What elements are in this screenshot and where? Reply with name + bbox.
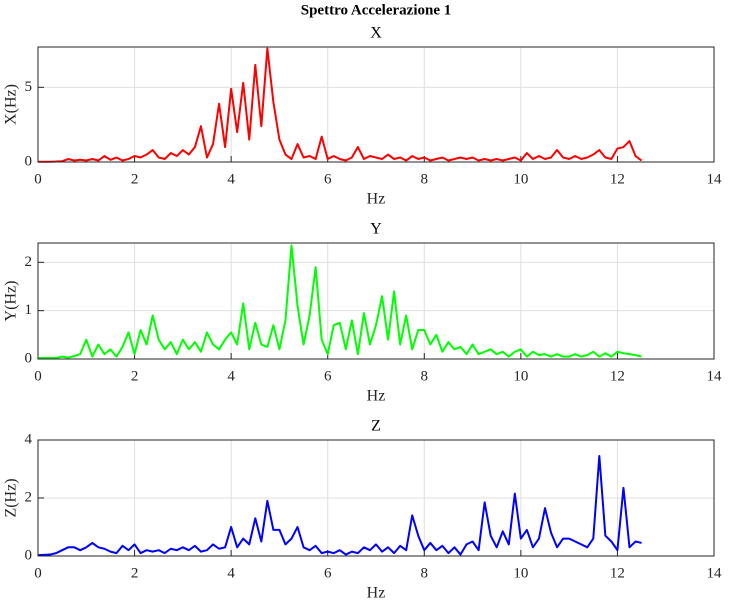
x-tick-label: 10 — [513, 565, 528, 581]
x-tick-label: 6 — [324, 171, 332, 187]
figure-title: Spettro Accelerazione 1 — [301, 2, 452, 18]
axes-background — [38, 47, 714, 162]
x-tick-label: 12 — [610, 368, 625, 384]
axes-title: X — [370, 25, 382, 42]
x-tick-label: 12 — [610, 565, 625, 581]
y-tick-label: 0 — [25, 153, 33, 169]
y-tick-label: 1 — [25, 302, 33, 318]
data-line — [38, 244, 642, 360]
y-axis-label: X(Hz) — [3, 84, 20, 125]
data-line — [37, 454, 642, 557]
x-tick-label: 14 — [707, 565, 723, 581]
axes-box — [37, 46, 715, 163]
axes-background — [38, 243, 714, 359]
y-tick-label: 4 — [25, 431, 33, 447]
x-tick-label: 0 — [34, 565, 42, 581]
y-axis-label: Y(Hz) — [3, 281, 20, 322]
y-tick-label: 0 — [25, 350, 33, 366]
x-tick-label: 14 — [707, 368, 723, 384]
x-tick-label: 2 — [131, 368, 139, 384]
y-tick-label: 2 — [25, 489, 33, 505]
x-tick-label: 6 — [324, 368, 332, 384]
x-tick-label: 12 — [610, 171, 625, 187]
y-axis-label: Z(Hz) — [3, 478, 20, 517]
x-tick-label: 8 — [421, 368, 429, 384]
axes-title: Z — [371, 418, 381, 435]
y-tick-label: 2 — [25, 254, 33, 270]
x-tick-label: 8 — [421, 565, 429, 581]
x-tick-label: 10 — [513, 368, 528, 384]
x-tick-label: 10 — [513, 171, 528, 187]
x-tick-label: 0 — [34, 368, 42, 384]
x-tick-label: 0 — [34, 171, 42, 187]
x-axis-label: Hz — [367, 388, 386, 405]
x-axis-label: Hz — [367, 191, 386, 208]
x-tick-label: 4 — [227, 368, 235, 384]
y-tick-label: 0 — [25, 547, 33, 563]
x-axis-label: Hz — [367, 585, 386, 602]
x-tick-label: 4 — [227, 565, 235, 581]
x-tick-label: 4 — [227, 171, 235, 187]
x-tick-label: 2 — [131, 171, 139, 187]
y-tick-label: 5 — [25, 79, 33, 95]
axes-box — [37, 439, 715, 557]
data-line — [38, 47, 643, 163]
x-tick-label: 14 — [707, 171, 723, 187]
x-tick-label: 8 — [421, 171, 429, 187]
axes-box — [37, 242, 715, 360]
x-tick-label: 2 — [131, 565, 139, 581]
x-tick-label: 6 — [324, 565, 332, 581]
axes-title: Y — [370, 221, 382, 238]
